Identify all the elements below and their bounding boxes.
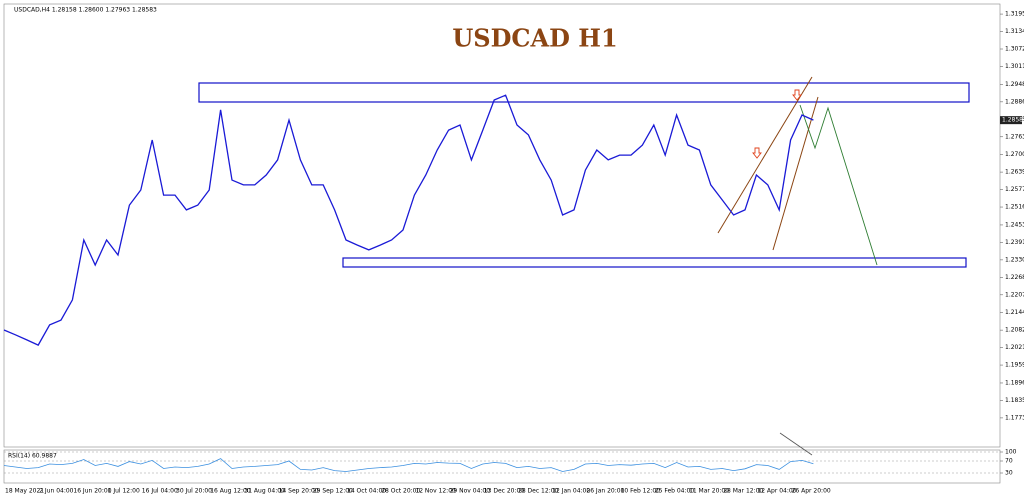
trend-line	[772, 96, 819, 251]
y-tick-label: 1.23300	[1005, 256, 1024, 263]
price-tag	[1000, 116, 1022, 125]
x-tick-label: 16 Aug 12:00	[210, 488, 251, 495]
rsi-panel	[3, 449, 1001, 484]
y-tick-label: 1.22685	[1005, 274, 1024, 281]
y-tick-label: 1.25775	[1005, 186, 1024, 193]
chart-title: USDCAD H1	[452, 24, 617, 53]
y-tick-label: 1.29480	[1005, 81, 1024, 88]
y-tick-label: 1.19595	[1005, 362, 1024, 369]
x-tick-label: 13 Dec 20:00	[484, 488, 525, 495]
y-tick-label: 1.18350	[1005, 397, 1024, 404]
price-tag-label: 1.28583	[1002, 117, 1024, 124]
y-tick-label: 1.21440	[1005, 309, 1024, 316]
y-tick-label: 1.27635	[1005, 133, 1024, 140]
x-tick-label: 31 Aug 04:00	[244, 488, 285, 495]
y-tick-label: 1.25160	[1005, 204, 1024, 211]
x-tick-label: 11 Mar 20:00	[689, 488, 729, 495]
main-panel	[3, 3, 1001, 448]
trend-line	[717, 76, 813, 234]
resistance-zone	[198, 82, 970, 103]
y-tick-label: 1.27005	[1005, 151, 1024, 158]
x-tick-label: 29 Sep 12:00	[313, 488, 353, 495]
y-tick-label: 1.20825	[1005, 327, 1024, 334]
y-tick-label: 1.17735	[1005, 414, 1024, 421]
y-tick-label: 1.22070	[1005, 291, 1024, 298]
y-tick-label: 1.31955	[1005, 11, 1024, 18]
y-tick-label: 30	[1005, 470, 1013, 477]
rsi-title: RSI(14) 60.9887	[8, 453, 57, 460]
y-tick-label: 1.18965	[1005, 379, 1024, 386]
arrow	[792, 89, 802, 101]
arrow	[752, 147, 762, 159]
x-tick-label: 12 Nov 12:00	[415, 488, 456, 495]
x-tick-label: 12 Jan 04:00	[552, 488, 590, 495]
x-tick-label: 26 Apr 20:00	[792, 488, 831, 495]
x-tick-label: 12 Apr 04:00	[757, 488, 796, 495]
y-tick-label: 1.30725	[1005, 46, 1024, 53]
x-tick-label: 1 Jul 12:00	[108, 488, 140, 495]
y-tick-label: 70	[1005, 458, 1013, 465]
y-tick-label: 1.26390	[1005, 169, 1024, 176]
x-tick-label: 18 May 2021	[5, 488, 44, 495]
support-zone	[342, 257, 967, 268]
x-tick-label: 25 Feb 04:00	[655, 488, 695, 495]
y-tick-label: 1.24530	[1005, 221, 1024, 228]
x-tick-label: 28 Mar 12:00	[723, 488, 763, 495]
y-tick-label: 1.30110	[1005, 63, 1024, 70]
x-tick-label: 14 Oct 04:00	[347, 488, 386, 495]
x-tick-label: 14 Sep 20:00	[279, 488, 319, 495]
y-tick-label: 1.20210	[1005, 344, 1024, 351]
x-tick-label: 26 Jan 20:00	[586, 488, 624, 495]
y-tick-label: 1.23915	[1005, 239, 1024, 246]
x-tick-label: 16 Jul 04:00	[142, 488, 178, 495]
x-tick-label: 28 Dec 12:00	[518, 488, 559, 495]
x-tick-label: 2 Jun 04:00	[39, 488, 73, 495]
projection	[799, 104, 878, 266]
y-tick-label: 1.28865	[1005, 98, 1024, 105]
price-line	[3, 458, 814, 472]
x-tick-label: 28 Oct 20:00	[381, 488, 420, 495]
symbol-info: USDCAD,H4 1.28158 1.28600 1.27963 1.2858…	[14, 7, 157, 14]
x-tick-label: 10 Feb 12:00	[621, 488, 661, 495]
x-tick-label: 30 Jul 20:00	[176, 488, 212, 495]
price-line	[3, 94, 814, 346]
y-tick-label: 100	[1005, 449, 1017, 456]
x-tick-label: 29 Nov 04:00	[450, 488, 491, 495]
y-tick-label: 1.31340	[1005, 28, 1024, 35]
x-tick-label: 16 Jun 20:00	[73, 488, 111, 495]
rsi-trend-line	[779, 432, 813, 456]
